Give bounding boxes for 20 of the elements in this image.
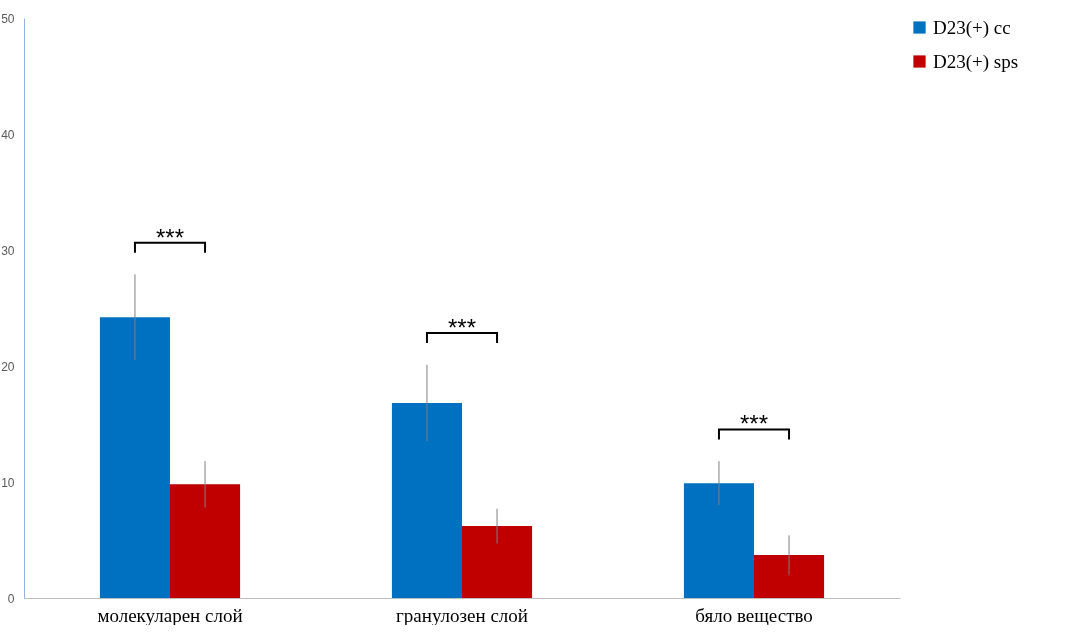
legend-label: D23(+) cc xyxy=(933,16,1011,39)
y-tick-label: 30 xyxy=(1,243,15,258)
x-tick-label: гранулозен слой xyxy=(396,604,528,626)
y-tick-label: 50 xyxy=(1,11,15,26)
y-tick-label: 10 xyxy=(1,475,15,490)
x-tick-label: молекуларен слой xyxy=(97,604,243,626)
bar xyxy=(754,555,825,598)
bar xyxy=(462,526,533,598)
bar xyxy=(170,484,241,598)
annotation: *** xyxy=(447,314,477,342)
bar xyxy=(683,483,754,598)
y-tick-label: 40 xyxy=(1,127,15,142)
bar xyxy=(391,403,462,598)
x-tick-label: бяло вещество xyxy=(695,604,813,626)
annotation: *** xyxy=(155,223,185,251)
legend-label: D23(+) sps xyxy=(933,50,1019,73)
bar xyxy=(99,317,170,598)
y-tick-label: 0 xyxy=(7,591,15,606)
annotation: *** xyxy=(739,410,769,438)
y-tick-label: 20 xyxy=(1,359,15,374)
